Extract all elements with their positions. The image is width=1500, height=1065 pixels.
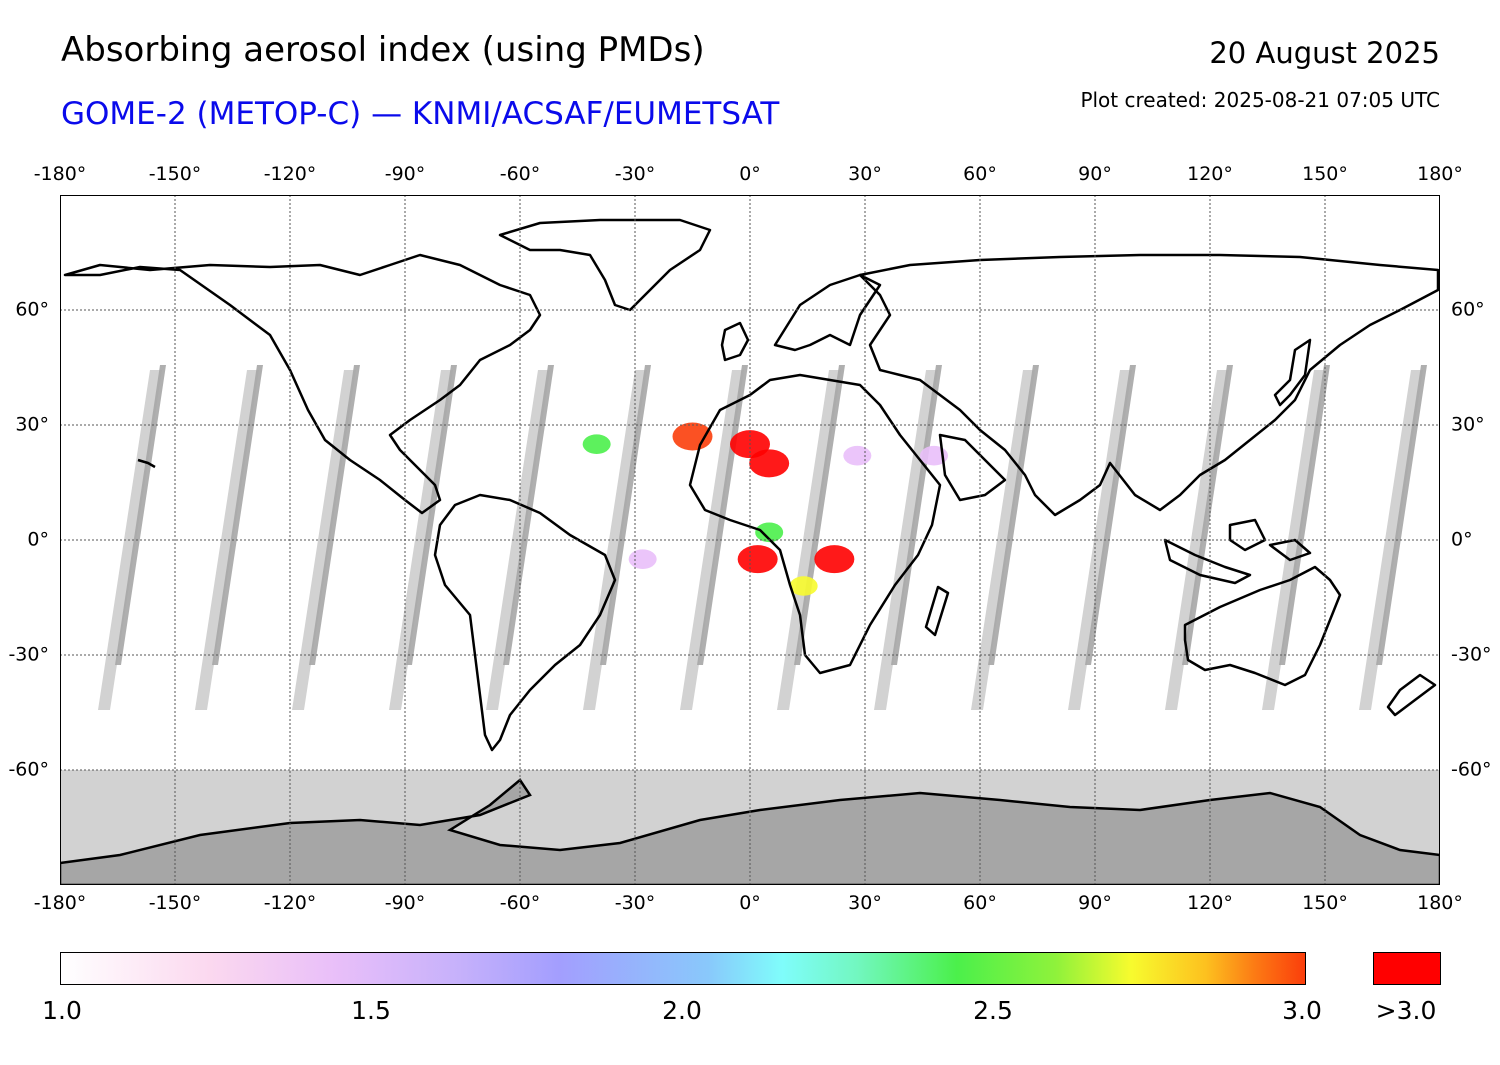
lon-tick-label-bottom: -120° [263,892,317,914]
hawaii-islands [137,458,156,469]
south-america-outline [433,493,617,752]
colorbar [60,952,1306,985]
aerosol-plume [814,545,855,574]
lon-tick-label-top: -120° [263,163,317,185]
lon-tick-label-bottom: 0° [739,892,761,914]
lon-tick-label-top: -30° [614,163,656,185]
no-data-swath-dark [406,365,457,665]
colorbar-tick-label: 1.5 [351,996,391,1025]
lon-tick-label-top: 30° [848,163,882,185]
lat-tick-label-left: 0° [27,528,49,551]
aerosol-plume [789,576,818,596]
aerosol-plume [755,522,784,543]
aerosol-plume [749,449,790,478]
scandinavia-outline [773,273,882,352]
lat-tick-label-left: -60° [8,758,49,781]
no-data-swath-dark [1085,365,1136,665]
no-data-swath [971,370,1035,710]
no-data-swath-dark [115,365,166,665]
lon-tick-label-bottom: -90° [384,892,426,914]
arabia-outline [938,433,1007,502]
lon-tick-label-top: 120° [1187,163,1233,185]
lon-tick-label-bottom: -30° [614,892,656,914]
lon-tick-label-bottom: 30° [848,892,882,914]
no-data-swath-dark [212,365,263,665]
no-data-swath-dark [1182,365,1233,665]
lon-tick-label-bottom: -150° [148,892,202,914]
lon-tick-label-top: -60° [499,163,541,185]
lon-tick-label-top: -90° [384,163,426,185]
colorbar-over-max-label: >3.0 [1375,996,1437,1025]
lat-tick-label-right: 60° [1451,298,1485,321]
lon-tick-label-bottom: 150° [1302,892,1348,914]
lon-tick-label-top: 0° [739,163,761,185]
madagascar-outline [924,585,950,637]
lon-tick-label-top: 150° [1302,163,1348,185]
no-data-swath [1359,370,1423,710]
no-data-swath-dark [891,365,942,665]
lon-tick-label-top: -180° [33,163,87,185]
lon-tick-label-bottom: -60° [499,892,541,914]
graticule [60,195,1440,885]
colorbar-over-max-box [1373,952,1441,985]
world-map [60,195,1440,885]
no-data-swath [195,370,259,710]
no-data-swath [583,370,647,710]
lat-tick-label-left: -30° [8,643,49,666]
aerosol-plume [582,434,611,454]
no-data-swath-dark [503,365,554,665]
no-data-swath-dark [600,365,651,665]
japan-outline [1273,338,1312,407]
lon-tick-label-bottom: 90° [1078,892,1112,914]
europe-africa-outline [688,373,942,675]
map-subtitle: GOME-2 (METOP-C) — KNMI/ACSAF/EUMETSAT [61,96,780,132]
aerosol-plume [672,422,713,451]
lat-tick-label-right: 0° [1451,528,1473,551]
australia-outline [1183,565,1342,687]
lon-tick-label-top: 180° [1417,163,1463,185]
lat-tick-label-right: 30° [1451,413,1485,436]
lat-tick-label-left: 30° [15,413,49,436]
lon-tick-label-top: 60° [963,163,997,185]
greenland-outline [498,218,712,312]
lon-tick-label-bottom: -180° [33,892,87,914]
asia-outline [858,253,1440,517]
no-data-swath-dark [988,365,1039,665]
lon-tick-label-bottom: 180° [1417,892,1463,914]
indonesia-outline [1163,518,1312,585]
aerosol-plume [737,545,778,574]
lon-tick-label-bottom: 60° [963,892,997,914]
continent-outlines [63,218,1440,752]
map-title: Absorbing aerosol index (using PMDs) [61,30,705,70]
colorbar-tick-label: 2.0 [662,996,702,1025]
lon-tick-label-top: 90° [1078,163,1112,185]
lat-tick-label-right: -30° [1451,643,1492,666]
no-data-swath-dark [1376,365,1427,665]
plot-created-timestamp: Plot created: 2025-08-21 07:05 UTC [1080,88,1440,112]
lon-tick-label-top: -150° [148,163,202,185]
lat-tick-label-right: -60° [1451,758,1492,781]
uk-outline [720,321,750,362]
aerosol-plume [843,445,872,466]
lat-tick-label-left: 60° [15,298,49,321]
no-data-swath-dark [1279,365,1330,665]
aerosol-plume [628,549,657,569]
colorbar-tick-label: 1.0 [42,996,82,1025]
map-date: 20 August 2025 [1209,36,1440,70]
north-america-outline [63,253,542,515]
colorbar-tick-label: 2.5 [973,996,1013,1025]
colorbar-tick-label: 3.0 [1282,996,1322,1025]
no-data-swath-dark [309,365,360,665]
new-zealand-outline [1386,673,1437,717]
map-frame [60,195,1440,885]
lon-tick-label-bottom: 120° [1187,892,1233,914]
